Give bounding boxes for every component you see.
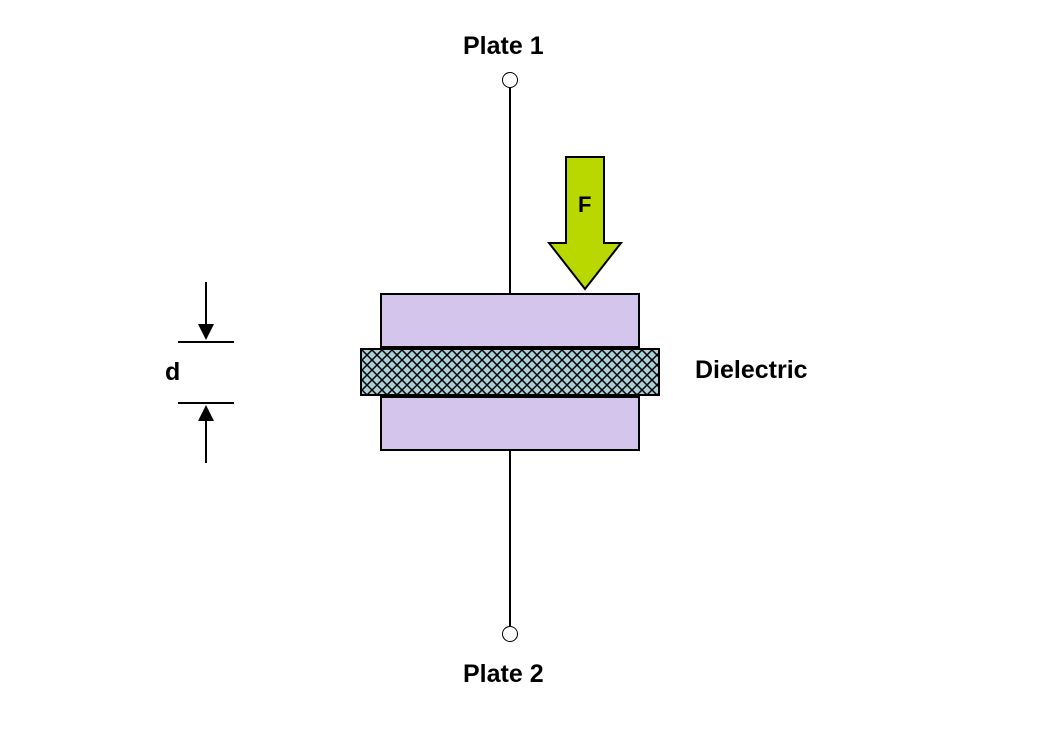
wire-top <box>509 88 511 293</box>
plate2-label: Plate 2 <box>463 660 544 689</box>
terminal-top <box>502 72 518 88</box>
force-label: F <box>578 192 591 218</box>
force-arrow <box>545 155 625 293</box>
plate1-label: Plate 1 <box>463 32 544 61</box>
dim-arrow-up <box>195 403 217 463</box>
plate-top <box>380 293 640 348</box>
distance-label: d <box>165 358 180 387</box>
terminal-bottom <box>502 626 518 642</box>
wire-bottom <box>509 451 511 626</box>
dim-arrow-down <box>195 282 217 342</box>
dielectric-layer <box>360 348 660 396</box>
plate-bottom <box>380 396 640 451</box>
dielectric-label: Dielectric <box>695 356 808 385</box>
